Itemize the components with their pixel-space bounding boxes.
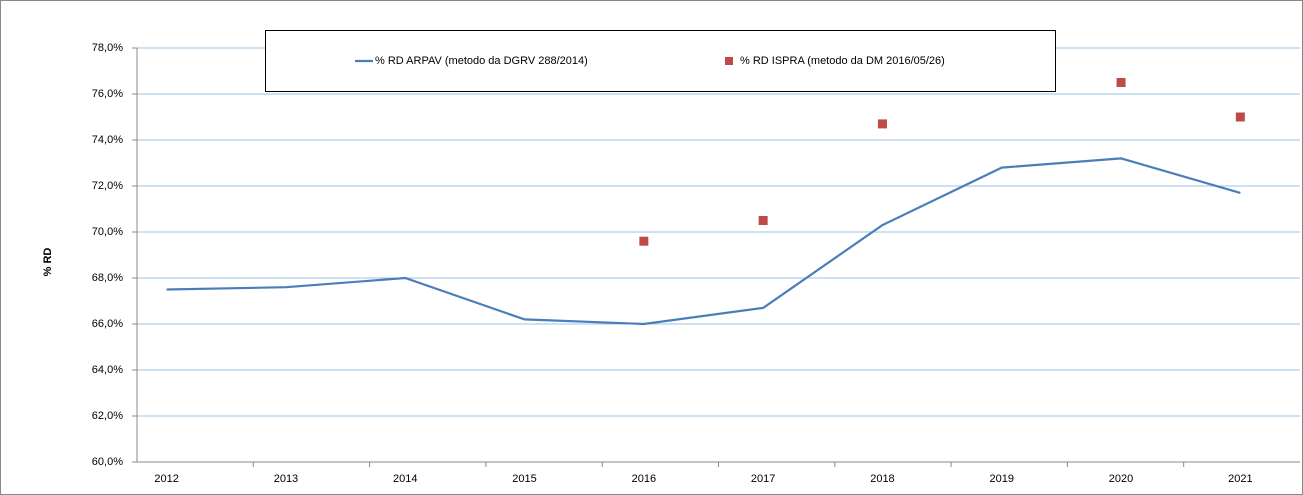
legend-label: % RD ISPRA (metodo da DM 2016/05/26)	[740, 55, 945, 67]
line	[166, 157, 1241, 326]
marker	[639, 236, 649, 246]
y-tick-label: 78,0%	[92, 42, 123, 54]
marker	[758, 216, 768, 225]
x-tick-label: 2017	[751, 473, 775, 485]
y-tick-label: 76,0%	[92, 88, 123, 100]
marker	[877, 119, 887, 129]
x-tick-label: 2014	[393, 473, 417, 485]
y-tick-label: 74,0%	[92, 134, 123, 146]
x-tick-label: 2012	[154, 473, 178, 485]
x-tick-label: 2015	[512, 473, 536, 485]
legend-box	[265, 30, 1056, 92]
x-tick-label: 2016	[632, 473, 656, 485]
y-tick-label: 70,0%	[92, 226, 123, 238]
y-tick-label: 60,0%	[92, 456, 123, 468]
x-tick-label: 2018	[870, 473, 894, 485]
x-tick-label: 2020	[1109, 473, 1133, 485]
x-tick-label: 2021	[1228, 473, 1252, 485]
legend-swatch	[725, 57, 733, 65]
marker	[1116, 78, 1126, 87]
y-tick-label: 66,0%	[92, 318, 123, 330]
marker	[1235, 112, 1245, 122]
x-tick-label: 2013	[274, 473, 298, 485]
legend-label: % RD ARPAV (metodo da DGRV 288/2014)	[375, 55, 588, 67]
y-tick-label: 68,0%	[92, 272, 123, 284]
y-axis-label: % RD	[42, 248, 54, 277]
y-tick-label: 62,0%	[92, 410, 123, 422]
y-tick-label: 64,0%	[92, 364, 123, 376]
y-tick-label: 72,0%	[92, 180, 123, 192]
x-tick-label: 2019	[990, 473, 1014, 485]
